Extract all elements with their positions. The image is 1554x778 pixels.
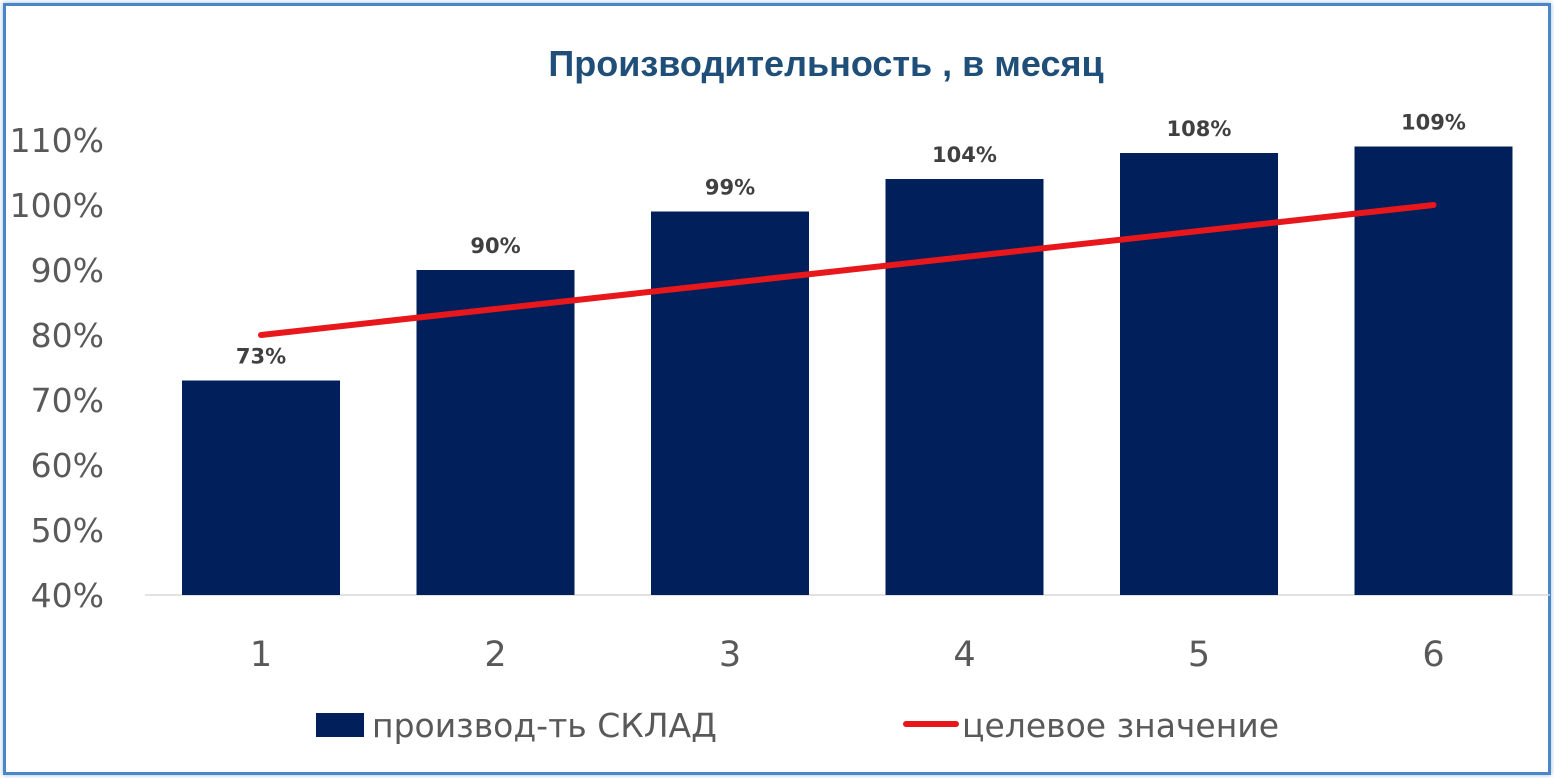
bar-series bbox=[182, 146, 1513, 595]
y-tick-label: 80% bbox=[31, 316, 104, 355]
data-label: 99% bbox=[705, 176, 755, 200]
legend-label-bar: производ-ть СКЛАД bbox=[372, 706, 717, 745]
data-label: 90% bbox=[470, 234, 520, 258]
legend-swatch-bar bbox=[316, 713, 364, 737]
data-label: 109% bbox=[1401, 111, 1466, 135]
y-tick-label: 90% bbox=[31, 251, 104, 290]
x-tick-label: 6 bbox=[1422, 635, 1444, 675]
bar bbox=[885, 179, 1044, 595]
bar bbox=[182, 380, 340, 595]
x-tick-label: 3 bbox=[719, 635, 741, 675]
bar bbox=[651, 211, 809, 595]
x-tick-label: 4 bbox=[953, 635, 975, 675]
y-tick-label: 50% bbox=[31, 511, 104, 550]
data-label: 104% bbox=[932, 143, 997, 167]
bar bbox=[416, 270, 575, 595]
y-tick-label: 40% bbox=[31, 576, 104, 615]
x-tick-label: 5 bbox=[1188, 635, 1210, 675]
chart-title: Производительность , в месяц bbox=[548, 43, 1103, 84]
y-axis-ticks: 40% 50% 60% 70% 80% 90% 100% 110% bbox=[10, 121, 104, 615]
target-line bbox=[258, 202, 1437, 338]
x-tick-label: 2 bbox=[484, 635, 506, 675]
y-tick-label: 100% bbox=[10, 186, 104, 225]
x-tick-label: 1 bbox=[250, 635, 272, 675]
legend: производ-ть СКЛАД целевое значение bbox=[316, 706, 1279, 745]
data-label: 73% bbox=[236, 345, 286, 369]
y-tick-label: 110% bbox=[10, 121, 104, 160]
bar bbox=[1354, 146, 1513, 595]
bar bbox=[1120, 153, 1278, 595]
data-label: 108% bbox=[1167, 117, 1232, 141]
data-labels: 73% 90% 99% 104% 108% 109% bbox=[236, 111, 1466, 369]
legend-label-line: целевое значение bbox=[962, 706, 1279, 745]
x-axis-ticks: 1 2 3 4 5 6 bbox=[250, 635, 1445, 675]
y-tick-label: 60% bbox=[31, 446, 104, 485]
y-tick-label: 70% bbox=[31, 381, 104, 420]
